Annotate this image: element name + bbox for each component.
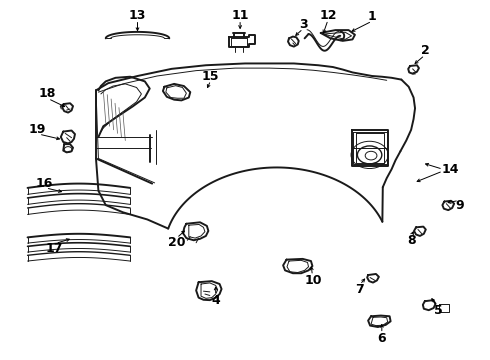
Text: 6: 6 bbox=[377, 332, 386, 345]
Text: 10: 10 bbox=[305, 274, 322, 287]
Text: 7: 7 bbox=[355, 283, 364, 296]
Text: 18: 18 bbox=[38, 87, 56, 100]
Text: 13: 13 bbox=[129, 9, 146, 22]
Text: 20: 20 bbox=[168, 236, 185, 249]
Text: 1: 1 bbox=[368, 10, 376, 23]
Text: 8: 8 bbox=[407, 234, 416, 247]
Text: 16: 16 bbox=[36, 177, 53, 190]
Text: 19: 19 bbox=[28, 123, 46, 136]
Text: 9: 9 bbox=[456, 199, 465, 212]
Text: 14: 14 bbox=[441, 163, 459, 176]
Text: 3: 3 bbox=[299, 18, 308, 31]
Text: 4: 4 bbox=[211, 294, 220, 307]
Text: 12: 12 bbox=[319, 9, 337, 22]
Text: 15: 15 bbox=[202, 69, 220, 82]
Text: 17: 17 bbox=[46, 242, 63, 255]
Text: 2: 2 bbox=[421, 44, 430, 57]
Text: 11: 11 bbox=[231, 9, 249, 22]
Text: 5: 5 bbox=[434, 305, 442, 318]
